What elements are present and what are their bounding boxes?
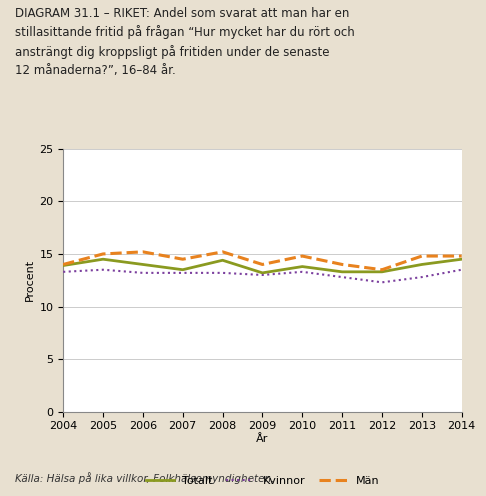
Text: DIAGRAM 31.1 – RIKET: Andel som svarat att man har en
stillasittande fritid på f: DIAGRAM 31.1 – RIKET: Andel som svarat a… [15,7,354,77]
Y-axis label: Procent: Procent [25,259,35,301]
Legend: Totalt, Kvinnor, Män: Totalt, Kvinnor, Män [141,471,383,490]
X-axis label: År: År [256,434,269,444]
Text: Källa: Hälsa på lika villkor, Folkhälsomyndigheten.: Källa: Hälsa på lika villkor, Folkhälsom… [15,472,274,484]
